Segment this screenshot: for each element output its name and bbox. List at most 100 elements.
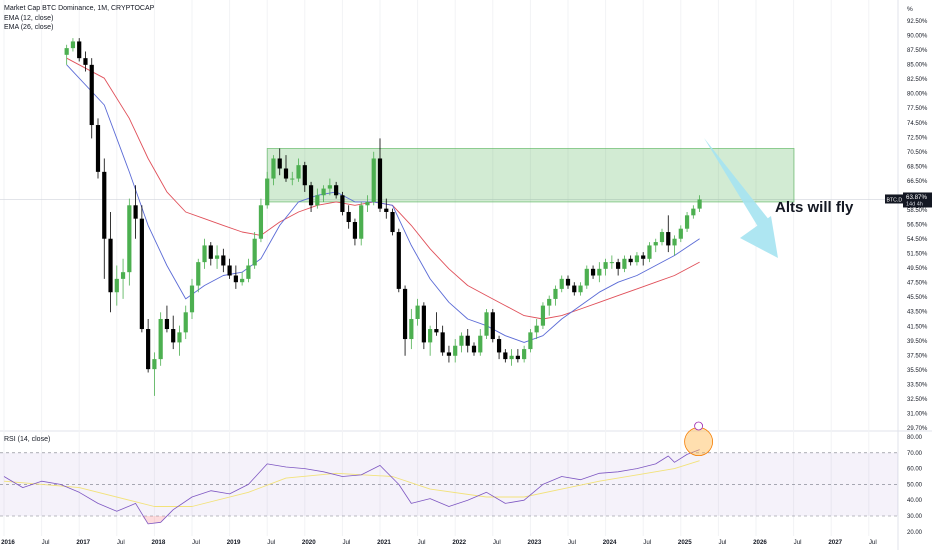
- price-tick-label: 70.50%: [907, 150, 928, 156]
- rsi-tick-label: 20.00: [907, 530, 923, 536]
- candle-body: [352, 222, 358, 239]
- price-tick-label: 49.50%: [907, 266, 928, 272]
- candle: [402, 285, 408, 356]
- candle-body: [678, 228, 683, 239]
- candle: [89, 58, 94, 139]
- time-tick-year: 2018: [152, 539, 166, 546]
- candle: [246, 258, 251, 283]
- candle-body: [302, 165, 307, 186]
- price-tick-label: 39.50%: [907, 339, 928, 345]
- ema12-legend: EMA (12, close): [4, 14, 54, 22]
- candle-body: [565, 278, 571, 286]
- time-tick-year: 2021: [377, 539, 391, 546]
- candle: [70, 38, 76, 52]
- rsi-tick-label: 50.00: [907, 482, 923, 488]
- arrow-head: [740, 216, 778, 258]
- candle-body: [196, 262, 201, 286]
- arrow-annotation: [704, 138, 778, 258]
- candle-body: [164, 318, 170, 330]
- candle-body: [183, 312, 188, 333]
- candle: [340, 191, 345, 216]
- candle-body: [421, 305, 426, 343]
- time-tick-year: 2026: [753, 539, 767, 546]
- candle-body: [246, 265, 251, 279]
- candle: [434, 312, 439, 336]
- resistance-zone: [266, 148, 795, 203]
- candle-body: [377, 158, 383, 209]
- candle: [202, 238, 207, 269]
- candle: [334, 181, 339, 199]
- candle: [534, 318, 539, 340]
- price-tick-label: 37.50%: [907, 353, 928, 359]
- candle-body: [70, 41, 76, 49]
- candle-body: [152, 359, 157, 370]
- candle-body: [83, 58, 88, 65]
- candle: [258, 198, 264, 243]
- candle-body: [296, 165, 301, 179]
- price-tick-label: 82.50%: [907, 77, 928, 83]
- arrow-shaft: [704, 138, 770, 230]
- candle-body: [409, 318, 414, 340]
- price-tick-label: 66.50%: [907, 179, 928, 185]
- time-tick-year: 2023: [528, 539, 542, 546]
- candle-body: [258, 205, 264, 239]
- time-tick-month: Jul: [192, 539, 200, 546]
- candle: [240, 272, 245, 286]
- grid-lines: [3, 0, 870, 536]
- candle: [277, 148, 282, 176]
- candle: [528, 329, 533, 353]
- candle-body: [659, 232, 665, 243]
- candle: [509, 349, 514, 366]
- candle: [465, 329, 470, 353]
- candle: [365, 195, 370, 212]
- candle-body: [515, 355, 520, 360]
- candle: [346, 205, 351, 229]
- candle-body: [459, 335, 464, 346]
- candle-body: [528, 332, 533, 350]
- candle-body: [346, 211, 351, 223]
- candle-body: [465, 335, 470, 346]
- price-badge: BTC.D 63.87%14d 4h: [885, 192, 932, 208]
- price-tick-label: 43.50%: [907, 310, 928, 316]
- candle: [471, 342, 477, 356]
- candle: [553, 285, 558, 306]
- candle-body: [684, 215, 690, 229]
- candle-body: [233, 275, 238, 283]
- candle-body: [647, 245, 652, 259]
- candle: [603, 258, 608, 276]
- candle-body: [622, 258, 627, 269]
- time-tick-month: Jul: [869, 539, 877, 546]
- price-tick-label: 85.00%: [907, 63, 928, 69]
- time-tick-month: Jul: [718, 539, 726, 546]
- time-tick-month: Jul: [117, 539, 125, 546]
- candle-body: [340, 195, 345, 212]
- price-tick-label: 58.50%: [907, 208, 928, 214]
- candle-body: [77, 41, 82, 59]
- candle: [453, 339, 458, 363]
- candle: [196, 258, 201, 293]
- candle-body: [265, 178, 270, 206]
- candle: [515, 349, 520, 363]
- candle: [214, 245, 220, 269]
- candle: [252, 232, 257, 269]
- price-tick-label: 92.50%: [907, 19, 928, 25]
- price-tick-label: 90.00%: [907, 34, 928, 40]
- time-axis: 2016 Jul 2017 Jul 2018 Jul 2019 Jul 2020 Jul 2021 J…: [1, 539, 877, 546]
- candle: [628, 255, 633, 266]
- candle: [678, 225, 683, 243]
- ema26-legend: EMA (26, close): [4, 24, 54, 31]
- candle: [321, 185, 326, 202]
- candle-body: [666, 232, 671, 246]
- candle: [183, 305, 188, 340]
- candle: [559, 275, 564, 293]
- candle-body: [691, 208, 696, 216]
- candle-body: [609, 262, 614, 264]
- candle: [565, 275, 571, 289]
- candle: [421, 302, 426, 350]
- candle: [697, 195, 702, 212]
- candle: [64, 44, 69, 65]
- candle-body: [108, 238, 113, 293]
- candle-body: [496, 339, 502, 353]
- candle-body: [139, 218, 144, 330]
